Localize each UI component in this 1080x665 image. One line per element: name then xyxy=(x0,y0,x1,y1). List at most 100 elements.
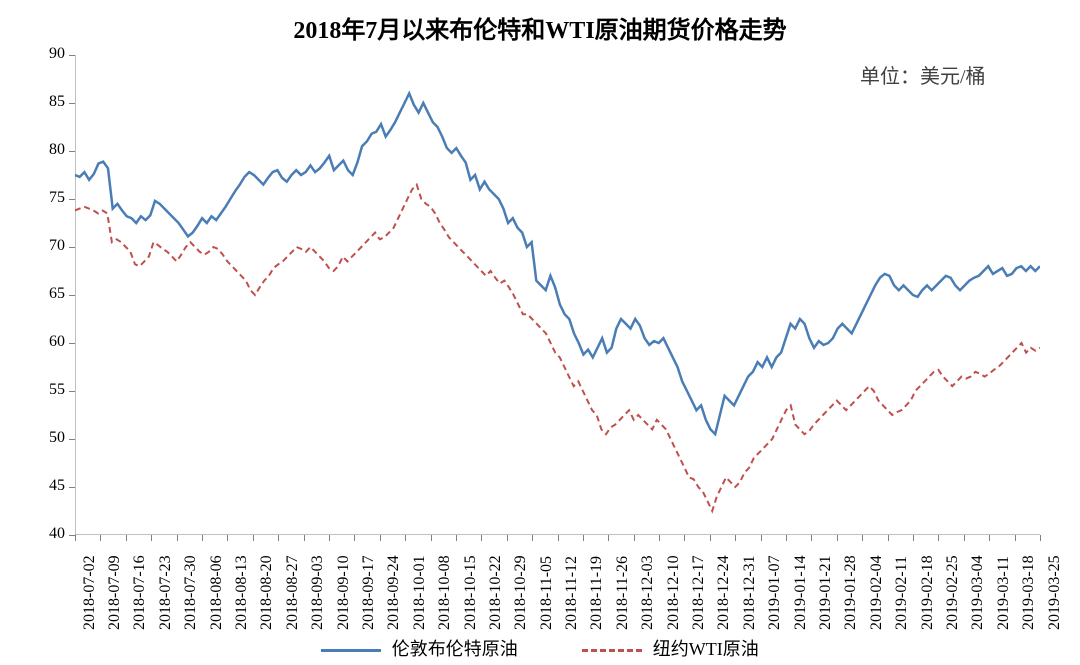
x-tick xyxy=(811,535,812,541)
y-tick-label: 85 xyxy=(30,93,65,111)
y-tick xyxy=(69,391,75,392)
x-tick-label: 2018-08-20 xyxy=(258,555,276,630)
legend: 伦敦布伦特原油 纽约WTI原油 xyxy=(0,635,1080,661)
x-tick-label: 2018-10-01 xyxy=(411,555,429,630)
x-tick-label: 2019-02-18 xyxy=(919,555,937,630)
x-tick-label: 2018-07-16 xyxy=(131,555,149,630)
y-tick-label: 80 xyxy=(30,141,65,159)
x-tick xyxy=(278,535,279,541)
x-tick xyxy=(75,535,76,541)
x-tick-label: 2018-07-30 xyxy=(182,555,200,630)
x-tick xyxy=(888,535,889,541)
x-tick xyxy=(786,535,787,541)
x-tick xyxy=(151,535,152,541)
x-tick-label: 2019-03-04 xyxy=(969,555,987,630)
x-tick-label: 2018-11-19 xyxy=(588,556,606,630)
y-tick xyxy=(69,487,75,488)
x-tick xyxy=(100,535,101,541)
x-tick-label: 2019-03-11 xyxy=(995,556,1013,630)
legend-item-wti: 纽约WTI原油 xyxy=(582,635,758,661)
x-tick xyxy=(431,535,432,541)
x-tick-label: 2018-08-06 xyxy=(208,555,226,630)
x-tick xyxy=(456,535,457,541)
legend-item-brent: 伦敦布伦特原油 xyxy=(321,635,518,661)
x-tick-label: 2018-10-08 xyxy=(436,555,454,630)
x-tick-label: 2018-07-02 xyxy=(81,555,99,630)
x-tick xyxy=(659,535,660,541)
series-伦敦布伦特原油 xyxy=(75,93,1040,434)
y-tick-label: 75 xyxy=(30,189,65,207)
y-tick xyxy=(69,55,75,56)
y-tick xyxy=(69,247,75,248)
y-tick-label: 65 xyxy=(30,285,65,303)
x-tick-label: 2018-12-24 xyxy=(715,555,733,630)
x-tick xyxy=(354,535,355,541)
x-tick-label: 2019-01-28 xyxy=(842,555,860,630)
x-tick-label: 2018-12-31 xyxy=(741,555,759,630)
x-tick-label: 2018-07-09 xyxy=(106,555,124,630)
x-tick-label: 2018-08-13 xyxy=(233,555,251,630)
x-tick-label: 2019-01-14 xyxy=(792,555,810,630)
x-tick xyxy=(735,535,736,541)
y-tick xyxy=(69,295,75,296)
y-tick-label: 50 xyxy=(30,429,65,447)
x-tick-label: 2018-11-05 xyxy=(538,556,556,630)
y-tick-label: 40 xyxy=(30,525,65,543)
x-tick-label: 2018-12-17 xyxy=(690,555,708,630)
x-tick xyxy=(913,535,914,541)
chart-title: 2018年7月以来布伦特和WTI原油期货价格走势 xyxy=(0,10,1080,45)
x-tick-label: 2019-03-25 xyxy=(1046,555,1064,630)
x-tick-label: 2018-09-10 xyxy=(335,555,353,630)
x-tick xyxy=(380,535,381,541)
x-tick xyxy=(329,535,330,541)
x-tick xyxy=(964,535,965,541)
legend-label-brent: 伦敦布伦特原油 xyxy=(392,639,518,659)
x-tick xyxy=(405,535,406,541)
x-tick xyxy=(126,535,127,541)
x-tick-label: 2019-01-21 xyxy=(817,555,835,630)
x-tick xyxy=(532,535,533,541)
x-tick xyxy=(1015,535,1016,541)
x-tick xyxy=(710,535,711,541)
x-tick xyxy=(989,535,990,541)
x-tick-label: 2018-09-17 xyxy=(360,555,378,630)
x-tick xyxy=(837,535,838,541)
y-tick xyxy=(69,439,75,440)
x-tick-label: 2019-03-18 xyxy=(1020,555,1038,630)
x-tick-label: 2018-12-03 xyxy=(639,555,657,630)
x-tick-label: 2018-12-10 xyxy=(665,555,683,630)
x-tick-label: 2019-02-11 xyxy=(893,556,911,630)
legend-label-wti: 纽约WTI原油 xyxy=(653,639,759,659)
y-tick xyxy=(69,343,75,344)
x-tick-label: 2018-10-22 xyxy=(487,555,505,630)
x-tick xyxy=(862,535,863,541)
x-tick xyxy=(761,535,762,541)
x-tick xyxy=(481,535,482,541)
x-tick-label: 2019-01-07 xyxy=(766,555,784,630)
y-tick xyxy=(69,199,75,200)
x-tick-label: 2018-11-12 xyxy=(563,556,581,630)
x-tick xyxy=(634,535,635,541)
y-tick xyxy=(69,103,75,104)
x-tick xyxy=(507,535,508,541)
x-tick xyxy=(684,535,685,541)
x-tick-label: 2018-10-29 xyxy=(512,555,530,630)
x-tick xyxy=(227,535,228,541)
x-tick xyxy=(938,535,939,541)
y-tick xyxy=(69,151,75,152)
x-tick-label: 2018-08-27 xyxy=(284,555,302,630)
y-tick-label: 55 xyxy=(30,381,65,399)
x-tick xyxy=(583,535,584,541)
y-tick-label: 90 xyxy=(30,45,65,63)
y-tick-label: 45 xyxy=(30,477,65,495)
legend-line-wti xyxy=(582,649,642,652)
x-tick xyxy=(558,535,559,541)
x-tick-label: 2019-02-04 xyxy=(868,555,886,630)
x-tick-label: 2018-09-24 xyxy=(385,555,403,630)
x-tick-label: 2018-07-23 xyxy=(157,555,175,630)
y-tick-label: 70 xyxy=(30,237,65,255)
x-tick xyxy=(1040,535,1041,541)
y-tick-label: 60 xyxy=(30,333,65,351)
x-tick xyxy=(253,535,254,541)
legend-line-brent xyxy=(321,649,381,652)
